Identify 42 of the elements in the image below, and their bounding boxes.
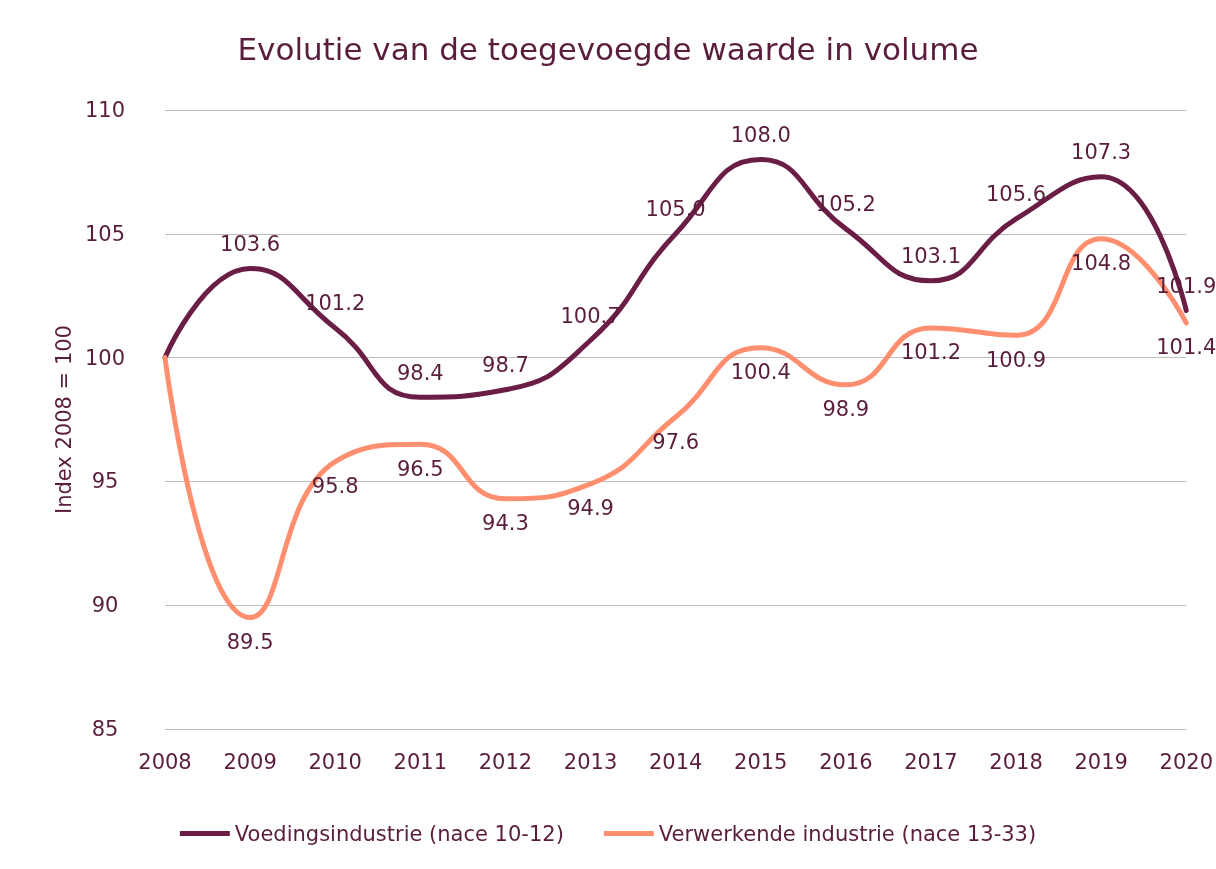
x-tick-label: 2008 xyxy=(138,749,192,774)
x-tick-label: 2012 xyxy=(478,749,533,774)
data-label: 97.6 xyxy=(652,429,700,454)
data-label: 100.4 xyxy=(730,360,791,385)
y-tick-label: 90 xyxy=(91,593,119,618)
chart-title: Evolutie van de toegevoegde waarde in volume xyxy=(237,30,979,67)
data-label: 98.7 xyxy=(482,353,529,378)
data-label: 103.1 xyxy=(900,244,962,269)
data-label: 96.5 xyxy=(396,456,444,481)
x-tick-label: 2020 xyxy=(1159,749,1213,774)
x-tick-label: 2014 xyxy=(648,749,703,774)
y-tick-label: 110 xyxy=(84,98,126,122)
x-tick-label: 2016 xyxy=(819,749,873,774)
data-label: 104.8 xyxy=(1071,251,1132,276)
data-label: 105.6 xyxy=(986,182,1047,207)
x-tick-label: 2013 xyxy=(563,749,618,774)
legend-label: Verwerkende industrie (nace 13-33) xyxy=(658,821,1037,846)
y-tick-label: 105 xyxy=(84,221,126,246)
data-label: 103.6 xyxy=(220,231,281,256)
data-label: 108.0 xyxy=(730,123,791,148)
legend-label: Voedingsindustrie (nace 10-12) xyxy=(234,821,564,846)
data-label: 95.8 xyxy=(311,474,359,499)
data-label: 107.3 xyxy=(1071,140,1132,165)
y-axis-title: Index 2008 = 100 xyxy=(51,325,76,514)
y-tick-label: 95 xyxy=(91,469,119,494)
data-label: 94.3 xyxy=(482,511,529,536)
x-tick-label: 2009 xyxy=(223,749,277,774)
x-tick-label: 2015 xyxy=(734,749,788,774)
x-tick-label: 2019 xyxy=(1074,749,1128,774)
data-label: 101.4 xyxy=(1156,335,1216,360)
y-tick-label: 85 xyxy=(91,717,119,741)
data-label: 89.5 xyxy=(226,630,274,655)
data-label: 101.2 xyxy=(900,340,962,365)
y-tick-label: 100 xyxy=(84,345,126,370)
x-tick-label: 2011 xyxy=(393,749,448,774)
data-label: 94.9 xyxy=(567,496,614,521)
data-label: 100.9 xyxy=(986,347,1047,372)
x-tick-label: 2017 xyxy=(904,749,958,774)
data-label: 98.4 xyxy=(396,360,444,385)
x-tick-label: 2018 xyxy=(989,749,1043,774)
x-tick-label: 2010 xyxy=(308,749,362,774)
data-label: 98.9 xyxy=(822,397,870,422)
